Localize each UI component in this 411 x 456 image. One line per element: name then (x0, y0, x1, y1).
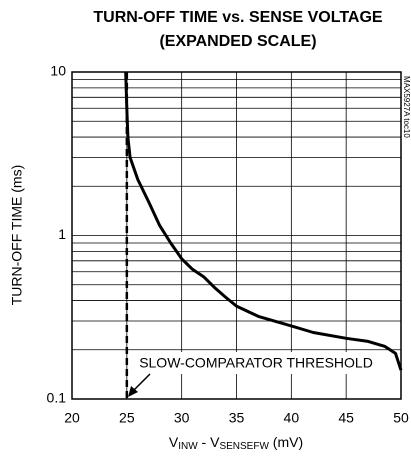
side-note: MAX5927A toc10 (402, 76, 411, 138)
x-label-part: SENSEFW (219, 441, 269, 452)
plot-frame (71, 71, 402, 400)
x-tick-label: 35 (229, 410, 245, 426)
x-tick-label: 45 (338, 410, 354, 426)
x-tick-label: 30 (174, 410, 190, 426)
x-axis-label: VINW - VSENSEFW (mV) (169, 434, 303, 452)
y-tick-label: 10 (50, 63, 66, 79)
x-tick-label: 20 (64, 410, 80, 426)
x-label-part: INW (178, 441, 198, 452)
y-tick-label: 1 (58, 226, 66, 242)
curve (124, 71, 403, 371)
arrow-head (128, 386, 138, 397)
x-tick-label: 40 (284, 410, 300, 426)
annotation: SLOW-COMPARATOR THRESHOLD (139, 355, 373, 371)
y-axis-label: TURN-OFF TIME (ms) (9, 165, 25, 306)
annotation-arrow (131, 373, 151, 393)
x-label-part: - V (198, 434, 220, 450)
x-tick-label: 25 (119, 410, 135, 426)
y-tick-label: 0.1 (47, 390, 67, 406)
chart-title: TURN-OFF TIME vs. SENSE VOLTAGE (93, 9, 383, 26)
x-tick-label: 50 (393, 410, 409, 426)
x-label-part: V (169, 434, 179, 450)
annotation-bg (140, 352, 372, 374)
x-label-part: (mV) (269, 434, 303, 450)
chart-title: (EXPANDED SCALE) (159, 33, 316, 50)
